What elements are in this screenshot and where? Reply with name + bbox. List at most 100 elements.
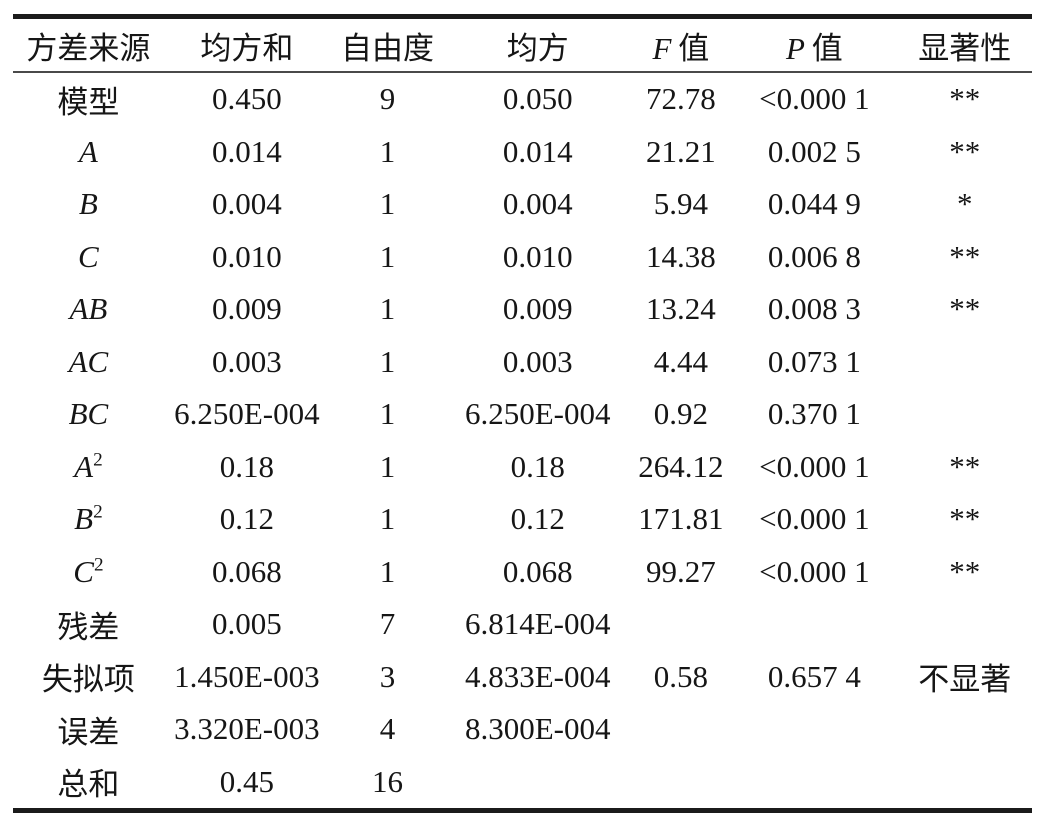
table-row: B 0.004 1 0.004 5.94 0.044 9 * [13, 178, 1032, 231]
header-row: 方差来源 均方和 自由度 均方 F 值 P 值显著性 [13, 16, 1032, 73]
cell-df: 4 [379, 711, 396, 747]
source-label: BC [68, 396, 109, 432]
cell-ms: 6.814E-004 [465, 606, 611, 642]
cell-ms: 8.300E-004 [465, 711, 611, 747]
table-row: 总和 0.45 16 [13, 756, 1032, 811]
cell-p: 0.008 3 [767, 291, 861, 327]
cell-sig [897, 388, 1032, 441]
table-row: C2 0.068 1 0.068 99.27 <0.000 1 ** [13, 546, 1032, 599]
cell-df: 1 [379, 501, 396, 537]
cell-ms [445, 756, 630, 811]
cell-ms: 0.003 [502, 343, 573, 379]
cell-f: 171.81 [638, 501, 724, 537]
table-row: A 0.014 1 0.014 21.21 0.002 5 ** [13, 126, 1032, 179]
table-row: BC 6.250E-004 1 6.250E-004 0.92 0.370 1 [13, 388, 1032, 441]
column-header-ms: 均方 [445, 16, 631, 73]
superscript-exponent: 2 [93, 501, 103, 523]
table-body: 模型 0.450 9 0.050 72.78 <0.000 1 ** A 0.014 1 0.014… [13, 72, 1032, 811]
cell-sig [897, 336, 1032, 389]
cell-sig: ** [949, 291, 981, 327]
source-label: A [74, 448, 94, 484]
cell-ss: 0.068 [211, 553, 282, 589]
cell-p: <0.000 1 [759, 501, 870, 537]
cell-ss: 0.009 [211, 291, 282, 327]
column-header-label: 值 [811, 30, 843, 66]
cell-ss: 0.005 [211, 606, 282, 642]
cell-df: 1 [379, 448, 396, 484]
source-label: 总和 [57, 767, 120, 803]
source-label: 模型 [57, 84, 120, 120]
cell-source: 模型 [13, 72, 164, 126]
cell-source: C2 [13, 546, 164, 599]
table-row: 误差 3.320E-003 4 8.300E-004 [13, 703, 1032, 756]
source-label: C [73, 553, 94, 589]
cell-ms: 0.009 [502, 291, 573, 327]
cell-df: 1 [379, 553, 396, 589]
table-row: 残差 0.005 7 6.814E-004 [13, 598, 1032, 651]
cell-source: AC [13, 336, 164, 389]
cell-source: 失拟项 [13, 651, 164, 704]
math-variable: P [786, 30, 805, 66]
cell-df: 1 [379, 291, 396, 327]
cell-p [731, 703, 897, 756]
cell-source: BC [13, 388, 164, 441]
cell-sig: ** [949, 501, 981, 537]
source-label: B [74, 501, 94, 537]
table-row: C 0.010 1 0.010 14.38 0.006 8 ** [13, 231, 1032, 284]
cell-f: 0.58 [653, 658, 709, 694]
source-label: 失拟项 [41, 662, 135, 698]
cell-ss: 0.12 [219, 501, 274, 537]
table-row: 失拟项 1.450E-003 3 4.833E-004 0.58 0.657 4 不显著 [13, 651, 1032, 704]
cell-f: 13.24 [646, 291, 716, 327]
cell-source: AB [13, 283, 164, 336]
cell-p: 0.044 9 [767, 186, 861, 222]
source-label: A [78, 133, 98, 169]
cell-ms: 0.068 [502, 553, 573, 589]
cell-source: 误差 [13, 703, 164, 756]
cell-sig: 不显著 [918, 662, 1012, 698]
table-header: 方差来源 均方和 自由度 均方 F 值 P 值显著性 [13, 16, 1032, 73]
anova-table: 方差来源 均方和 自由度 均方 F 值 P 值显著性 模型 0.450 9 0.050 72.78 <0… [13, 14, 1032, 813]
cell-df: 1 [379, 343, 396, 379]
column-header-source: 方差来源 [13, 16, 164, 73]
cell-sig: ** [949, 553, 981, 589]
cell-f [630, 598, 731, 651]
cell-p: 0.002 5 [767, 133, 861, 169]
math-variable: F [652, 30, 672, 66]
cell-ss: 0.003 [211, 343, 282, 379]
cell-df: 7 [379, 606, 396, 642]
table-row: A2 0.18 1 0.18 264.12 <0.000 1 ** [13, 441, 1032, 494]
cell-df: 3 [379, 658, 396, 694]
cell-sig: ** [949, 238, 981, 274]
source-label: 残差 [57, 609, 120, 645]
column-header-sig: 显著性 [897, 16, 1032, 73]
cell-f [630, 703, 731, 756]
cell-p [731, 598, 897, 651]
cell-source: B2 [13, 493, 164, 546]
cell-p: 0.370 1 [767, 396, 861, 432]
cell-source: A2 [13, 441, 164, 494]
table-row: 模型 0.450 9 0.050 72.78 <0.000 1 ** [13, 72, 1032, 126]
cell-ms: 0.004 [502, 186, 573, 222]
cell-source: A [13, 126, 164, 179]
cell-ss: 0.45 [219, 763, 274, 799]
cell-ms: 0.010 [502, 238, 573, 274]
cell-p: <0.000 1 [759, 448, 870, 484]
cell-source: 残差 [13, 598, 164, 651]
superscript-exponent: 2 [93, 554, 104, 576]
cell-f: 0.92 [653, 396, 709, 432]
column-header-df: 自由度 [329, 16, 446, 73]
cell-f: 264.12 [638, 448, 724, 484]
column-header-label: 值 [678, 30, 710, 66]
cell-ss: 0.014 [211, 133, 282, 169]
cell-ms: 0.050 [502, 81, 573, 117]
cell-ms: 4.833E-004 [465, 658, 611, 694]
cell-df: 1 [379, 186, 396, 222]
cell-p: <0.000 1 [759, 81, 870, 117]
table-row: AB 0.009 1 0.009 13.24 0.008 3 ** [13, 283, 1032, 336]
cell-source: C [13, 231, 164, 284]
cell-p: 0.657 4 [767, 658, 861, 694]
cell-ms: 0.18 [510, 448, 565, 484]
